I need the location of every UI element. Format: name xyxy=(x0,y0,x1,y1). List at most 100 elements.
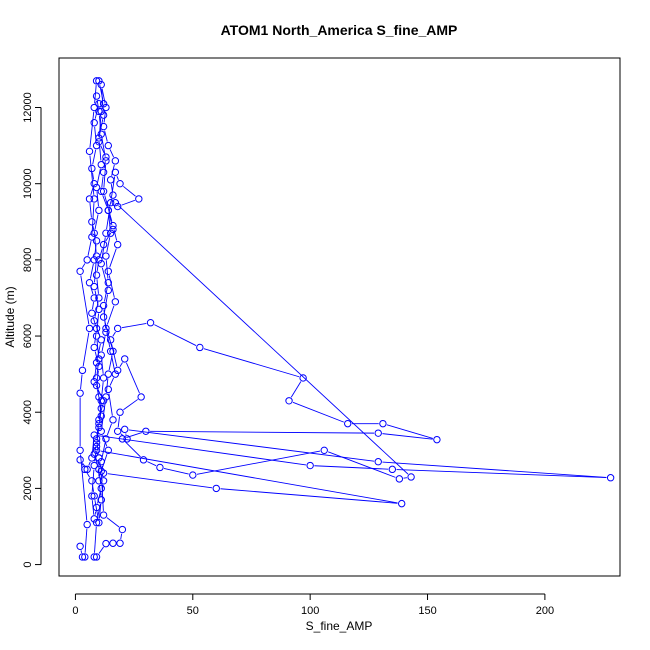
data-point xyxy=(109,221,117,230)
data-point xyxy=(85,195,94,203)
data-point xyxy=(379,419,387,428)
series-line-segment xyxy=(106,423,112,436)
series-line-segment xyxy=(92,317,96,325)
data-point xyxy=(433,435,441,444)
data-point xyxy=(95,305,103,314)
data-point xyxy=(95,393,103,401)
data-point xyxy=(83,520,91,529)
x-tick-label: 0 xyxy=(72,605,78,617)
data-point xyxy=(90,450,98,458)
series-line-segment xyxy=(98,435,307,466)
data-point xyxy=(142,427,150,435)
data-point xyxy=(90,119,98,127)
data-point xyxy=(90,179,98,188)
data-point xyxy=(90,515,98,523)
series-line-segment xyxy=(94,214,99,230)
data-point xyxy=(92,359,101,367)
data-point xyxy=(99,187,108,196)
series-line-segment xyxy=(113,229,118,241)
series-line-segment xyxy=(99,248,103,256)
data-point xyxy=(90,256,98,264)
plot-frame xyxy=(58,57,621,577)
data-point xyxy=(102,103,110,112)
series-line-segment xyxy=(112,331,116,337)
series-line-segment xyxy=(220,488,398,504)
data-point xyxy=(97,336,105,344)
data-point xyxy=(398,499,406,508)
data-point xyxy=(146,319,155,327)
series-line-segment xyxy=(103,111,106,123)
data-point xyxy=(76,267,84,275)
series-line-segment xyxy=(128,429,375,462)
series-line-segment xyxy=(105,260,109,279)
series-line-segment xyxy=(106,206,111,230)
data-point xyxy=(92,518,101,527)
series-line-segment xyxy=(94,366,97,378)
data-point xyxy=(95,362,103,371)
data-point xyxy=(97,427,105,435)
data-point xyxy=(156,463,164,472)
data-point xyxy=(99,301,108,310)
series-line-segment xyxy=(292,401,344,423)
y-tick-label: 10000 xyxy=(22,168,34,199)
data-point xyxy=(99,168,108,176)
series-line-segment xyxy=(96,100,99,108)
data-point xyxy=(104,385,112,394)
series-line-segment xyxy=(150,430,375,434)
data-point xyxy=(344,419,352,428)
data-point xyxy=(76,389,84,397)
data-point xyxy=(92,442,101,451)
series-line-segment xyxy=(82,332,90,367)
data-point xyxy=(90,229,98,237)
series-line-segment xyxy=(196,450,321,475)
series-line-segment xyxy=(96,363,99,374)
series-line-segment xyxy=(382,461,607,478)
series-line-segment xyxy=(98,503,102,519)
data-point xyxy=(83,256,91,264)
series-line-segment xyxy=(94,84,97,104)
data-point xyxy=(113,324,122,333)
series-line-segment xyxy=(98,401,102,412)
data-point xyxy=(97,160,105,169)
series-line-segment xyxy=(126,432,142,439)
series-line-segment xyxy=(121,199,136,206)
data-point xyxy=(92,92,101,100)
x-axis: 0 50 100 150 200 xyxy=(72,593,554,617)
series-line-segment xyxy=(89,203,92,218)
data-point xyxy=(285,397,293,405)
data-point xyxy=(97,187,105,196)
data-point xyxy=(306,461,314,470)
series-line-segment xyxy=(101,267,108,287)
data-point xyxy=(111,298,120,306)
data-point xyxy=(95,134,103,142)
data-point xyxy=(88,309,96,317)
data-point xyxy=(92,271,101,279)
data-point xyxy=(90,492,98,500)
data-point xyxy=(99,313,108,321)
data-point xyxy=(104,206,112,215)
y-tick-label: 4000 xyxy=(22,400,34,424)
series-line-segment xyxy=(106,237,111,253)
data-point xyxy=(95,294,103,302)
data-point xyxy=(111,157,120,165)
series-line-segment xyxy=(96,168,101,184)
data-point xyxy=(97,458,105,466)
series-line-segment xyxy=(386,424,434,439)
data-point xyxy=(104,286,112,295)
data-point xyxy=(92,77,101,85)
data-point xyxy=(81,553,89,561)
x-tick-label: 50 xyxy=(187,605,199,617)
series-line-segment xyxy=(94,290,99,306)
data-point xyxy=(76,446,84,455)
data-point xyxy=(95,107,103,116)
series-line-segment xyxy=(96,313,99,332)
data-point xyxy=(102,252,110,260)
series-line-segment xyxy=(104,286,108,302)
data-point xyxy=(92,252,101,260)
data-point xyxy=(113,202,122,211)
data-point xyxy=(99,240,108,249)
data-point xyxy=(92,553,101,561)
series-line-segment xyxy=(110,183,113,192)
data-point xyxy=(97,404,105,413)
data-point xyxy=(88,454,96,462)
